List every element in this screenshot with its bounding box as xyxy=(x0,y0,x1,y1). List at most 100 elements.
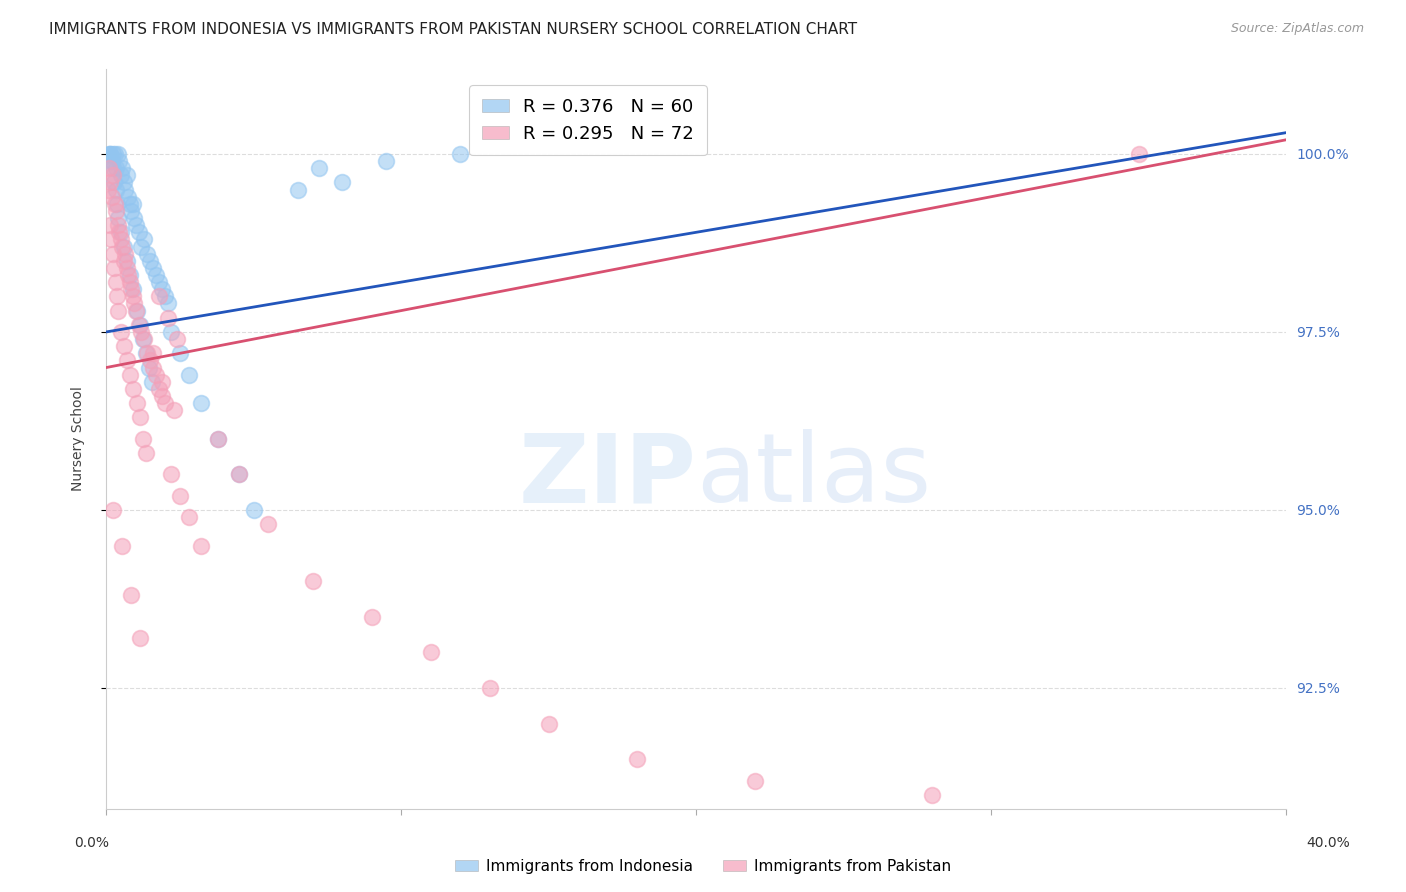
Point xyxy=(132,432,155,446)
Text: 40.0%: 40.0% xyxy=(1306,836,1351,850)
Point xyxy=(207,432,229,446)
Point xyxy=(136,246,159,260)
Point xyxy=(132,332,155,346)
Point xyxy=(301,574,323,589)
Point xyxy=(100,232,122,246)
Point xyxy=(150,375,173,389)
Point xyxy=(360,609,382,624)
Point xyxy=(150,389,173,403)
Point xyxy=(124,303,146,318)
Point xyxy=(375,154,398,169)
Point xyxy=(207,432,229,446)
Point xyxy=(105,203,128,218)
Point xyxy=(160,467,183,482)
Point xyxy=(104,183,127,197)
Point xyxy=(117,189,139,203)
Point xyxy=(129,631,152,645)
Point xyxy=(98,218,121,232)
Point xyxy=(141,375,163,389)
Point xyxy=(122,211,145,225)
Point xyxy=(125,303,148,318)
Point xyxy=(128,225,150,239)
Point xyxy=(122,296,145,310)
Point xyxy=(142,260,165,275)
Point xyxy=(177,368,200,382)
Point xyxy=(98,147,121,161)
Point xyxy=(169,489,191,503)
Point xyxy=(96,183,118,197)
Point xyxy=(160,325,183,339)
Point xyxy=(110,325,132,339)
Point xyxy=(131,325,153,339)
Point xyxy=(139,353,162,368)
Point xyxy=(626,752,648,766)
Point xyxy=(115,169,138,183)
Text: IMMIGRANTS FROM INDONESIA VS IMMIGRANTS FROM PAKISTAN NURSERY SCHOOL CORRELATION: IMMIGRANTS FROM INDONESIA VS IMMIGRANTS … xyxy=(49,22,858,37)
Point xyxy=(150,282,173,296)
Y-axis label: Nursery School: Nursery School xyxy=(72,386,86,491)
Legend: Immigrants from Indonesia, Immigrants from Pakistan: Immigrants from Indonesia, Immigrants fr… xyxy=(449,853,957,880)
Point xyxy=(124,218,146,232)
Point xyxy=(153,289,176,303)
Point xyxy=(120,588,142,602)
Point xyxy=(104,196,127,211)
Point xyxy=(228,467,250,482)
Point xyxy=(145,268,167,282)
Point xyxy=(114,246,136,260)
Point xyxy=(107,218,129,232)
Point xyxy=(419,645,441,659)
Point xyxy=(103,260,125,275)
Point xyxy=(131,239,153,253)
Point xyxy=(134,232,156,246)
Point xyxy=(190,539,212,553)
Point xyxy=(110,225,132,239)
Point xyxy=(112,253,135,268)
Text: 0.0%: 0.0% xyxy=(75,836,108,850)
Point xyxy=(108,154,131,169)
Point xyxy=(129,318,152,332)
Point xyxy=(107,211,129,225)
Point xyxy=(121,289,143,303)
Point xyxy=(169,346,191,360)
Point xyxy=(478,681,501,695)
Point xyxy=(98,147,121,161)
Point xyxy=(103,147,125,161)
Point xyxy=(104,147,127,161)
Point xyxy=(120,203,142,218)
Point xyxy=(117,268,139,282)
Point xyxy=(135,446,157,460)
Point xyxy=(117,353,139,368)
Point xyxy=(101,154,124,169)
Point xyxy=(1128,147,1150,161)
Point xyxy=(449,147,471,161)
Point xyxy=(114,183,136,197)
Point xyxy=(242,503,264,517)
Point xyxy=(105,161,128,176)
Point xyxy=(125,396,148,410)
Text: atlas: atlas xyxy=(696,429,931,523)
Text: Source: ZipAtlas.com: Source: ZipAtlas.com xyxy=(1230,22,1364,36)
Point xyxy=(148,275,170,289)
Point xyxy=(129,410,152,425)
Point xyxy=(157,296,180,310)
Point xyxy=(111,239,134,253)
Point xyxy=(105,196,128,211)
Point xyxy=(166,332,188,346)
Point xyxy=(112,339,135,353)
Point xyxy=(100,176,122,190)
Point xyxy=(330,176,353,190)
Text: ZIP: ZIP xyxy=(519,429,696,523)
Point xyxy=(120,282,142,296)
Point xyxy=(98,161,121,176)
Point xyxy=(190,396,212,410)
Point xyxy=(111,161,134,176)
Point xyxy=(121,196,143,211)
Point xyxy=(105,289,128,303)
Point xyxy=(139,253,162,268)
Point xyxy=(118,275,141,289)
Point xyxy=(100,154,122,169)
Point xyxy=(101,246,124,260)
Point xyxy=(107,303,129,318)
Point xyxy=(537,716,560,731)
Point xyxy=(744,773,766,788)
